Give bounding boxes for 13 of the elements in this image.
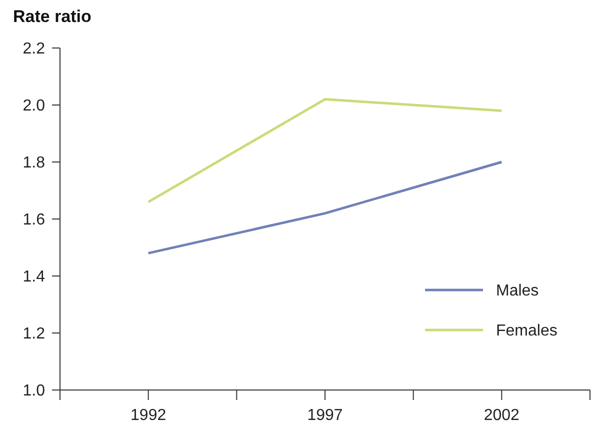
y-tick-label: 2.2 [22, 40, 46, 58]
y-tick-label: 2.0 [22, 98, 46, 115]
y-tick-label: 1.4 [22, 268, 46, 286]
x-tick-label: 1992 [130, 407, 166, 424]
y-tick-label: 1.0 [22, 382, 46, 400]
x-tick-label: 2002 [484, 407, 520, 424]
y-axis-title: Rate ratio [13, 7, 92, 26]
y-tick-label: 1.8 [22, 154, 46, 172]
y-tick-label: 1.2 [22, 326, 46, 343]
legend-label: Males [496, 282, 539, 300]
x-tick-label: 1997 [307, 407, 343, 424]
y-tick-label: 1.6 [22, 212, 46, 229]
legend-label: Females [496, 322, 558, 340]
